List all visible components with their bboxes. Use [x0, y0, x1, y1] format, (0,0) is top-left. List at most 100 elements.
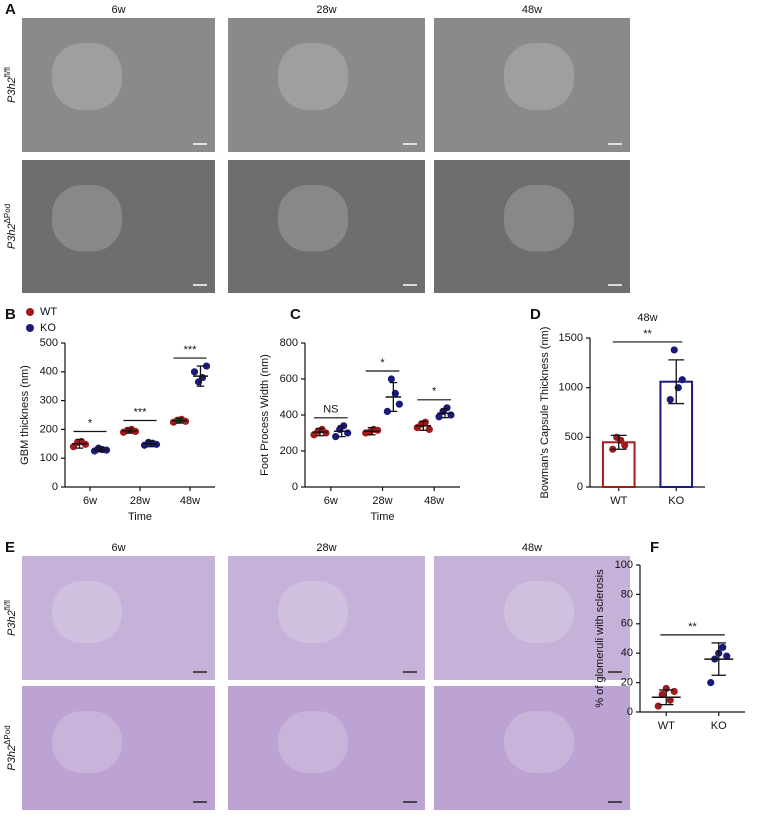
legend-label: WT — [40, 306, 57, 318]
micrograph-shade — [52, 43, 122, 110]
column-label: 28w — [316, 4, 336, 16]
y-tick-label: 0 — [292, 481, 298, 493]
row-label-gene: P3h2 — [6, 223, 18, 249]
y-tick-label: 0 — [52, 481, 58, 493]
x-tick-label: 28w — [372, 495, 392, 507]
panel-letter: E — [5, 539, 15, 556]
data-point — [332, 433, 340, 441]
data-point — [322, 429, 330, 437]
significance-label: * — [432, 386, 437, 398]
y-tick-label: 1500 — [559, 332, 583, 344]
y-tick-label: 200 — [280, 445, 298, 457]
y-tick-label: 300 — [40, 395, 58, 407]
data-point — [723, 652, 731, 660]
x-axis-label: Time — [370, 511, 394, 523]
data-point — [435, 413, 443, 421]
x-tick-label: 48w — [424, 495, 444, 507]
significance-label: * — [88, 417, 93, 429]
y-tick-label: 80 — [621, 588, 633, 600]
y-tick-label: 1000 — [559, 382, 583, 394]
significance-label: *** — [134, 406, 148, 418]
significance-label: ** — [688, 621, 697, 633]
micrograph — [22, 18, 215, 152]
x-tick-label: 6w — [83, 495, 97, 507]
micrograph — [228, 160, 425, 293]
micrograph-shade — [52, 711, 122, 773]
micrograph — [22, 160, 215, 293]
data-point — [678, 376, 686, 384]
micrograph-shade — [504, 43, 574, 110]
y-tick-label: 500 — [40, 337, 58, 349]
legend-marker — [26, 308, 34, 316]
row-label-superscript: ΔPod — [3, 725, 12, 745]
panel-letter: C — [290, 306, 301, 323]
micrograph — [228, 18, 425, 152]
y-tick-label: 400 — [280, 409, 298, 421]
micrograph — [22, 556, 215, 680]
column-label: 48w — [522, 542, 542, 554]
row-label: P3h2fl/fl — [3, 600, 18, 636]
micrograph-shade — [504, 711, 574, 773]
significance-label: ** — [643, 328, 652, 340]
significance-label: *** — [184, 344, 198, 356]
y-tick-label: 100 — [615, 559, 633, 571]
panel-letter: A — [5, 1, 16, 18]
y-axis-label: % of glomeruli with sclerosis — [594, 569, 606, 708]
legend-marker — [26, 324, 34, 332]
data-point — [202, 362, 211, 370]
y-tick-label: 800 — [280, 337, 298, 349]
data-point — [621, 441, 629, 449]
x-tick-label: WT — [658, 720, 675, 732]
x-tick-label: KO — [711, 720, 727, 732]
data-point — [395, 400, 403, 408]
micrograph — [434, 160, 630, 293]
row-label: P3h2ΔPod — [3, 204, 18, 249]
x-axis-label: Time — [128, 511, 152, 523]
data-point — [666, 395, 674, 404]
data-point — [707, 679, 715, 687]
y-axis-label: Bowman's Capsule Thickness (nm) — [539, 327, 551, 499]
data-point — [383, 407, 391, 415]
y-tick-label: 600 — [280, 373, 298, 385]
chart-title: 48w — [637, 312, 657, 324]
y-tick-label: 60 — [621, 618, 633, 630]
micrograph — [22, 686, 215, 810]
x-tick-label: 28w — [130, 495, 150, 507]
panel-letter: D — [530, 306, 541, 323]
row-label-gene: P3h2 — [6, 745, 18, 771]
data-point — [374, 426, 382, 434]
y-tick-label: 500 — [565, 431, 583, 443]
y-tick-label: 20 — [621, 677, 633, 689]
row-label-superscript: fl/fl — [3, 600, 12, 610]
y-axis-label: Foot Process Width (nm) — [259, 354, 271, 476]
micrograph — [434, 686, 630, 810]
y-tick-label: 400 — [40, 366, 58, 378]
column-label: 6w — [111, 542, 125, 554]
row-label: P3h2fl/fl — [3, 67, 18, 103]
data-point — [190, 368, 199, 376]
micrograph — [228, 556, 425, 680]
micrograph-shade — [52, 185, 122, 252]
y-tick-label: 0 — [627, 706, 633, 718]
y-tick-label: 100 — [40, 452, 58, 464]
row-label-gene: P3h2 — [6, 77, 18, 103]
data-point — [719, 643, 727, 651]
micrograph-shade — [278, 43, 348, 110]
micrograph-shade — [278, 185, 348, 252]
y-tick-label: 40 — [621, 647, 633, 659]
micrograph-shade — [278, 711, 348, 773]
row-label-superscript: fl/fl — [3, 67, 12, 77]
micrograph-shade — [278, 581, 348, 643]
data-point — [387, 375, 395, 383]
data-point — [425, 425, 433, 433]
data-point — [666, 696, 674, 704]
y-axis-label: GBM thickness (nm) — [19, 365, 31, 465]
legend-label: KO — [40, 322, 56, 334]
data-point — [670, 687, 678, 696]
micrograph — [228, 686, 425, 810]
column-label: 28w — [316, 542, 336, 554]
column-label: 6w — [111, 4, 125, 16]
x-tick-label: 48w — [180, 495, 200, 507]
significance-label: * — [380, 357, 385, 369]
